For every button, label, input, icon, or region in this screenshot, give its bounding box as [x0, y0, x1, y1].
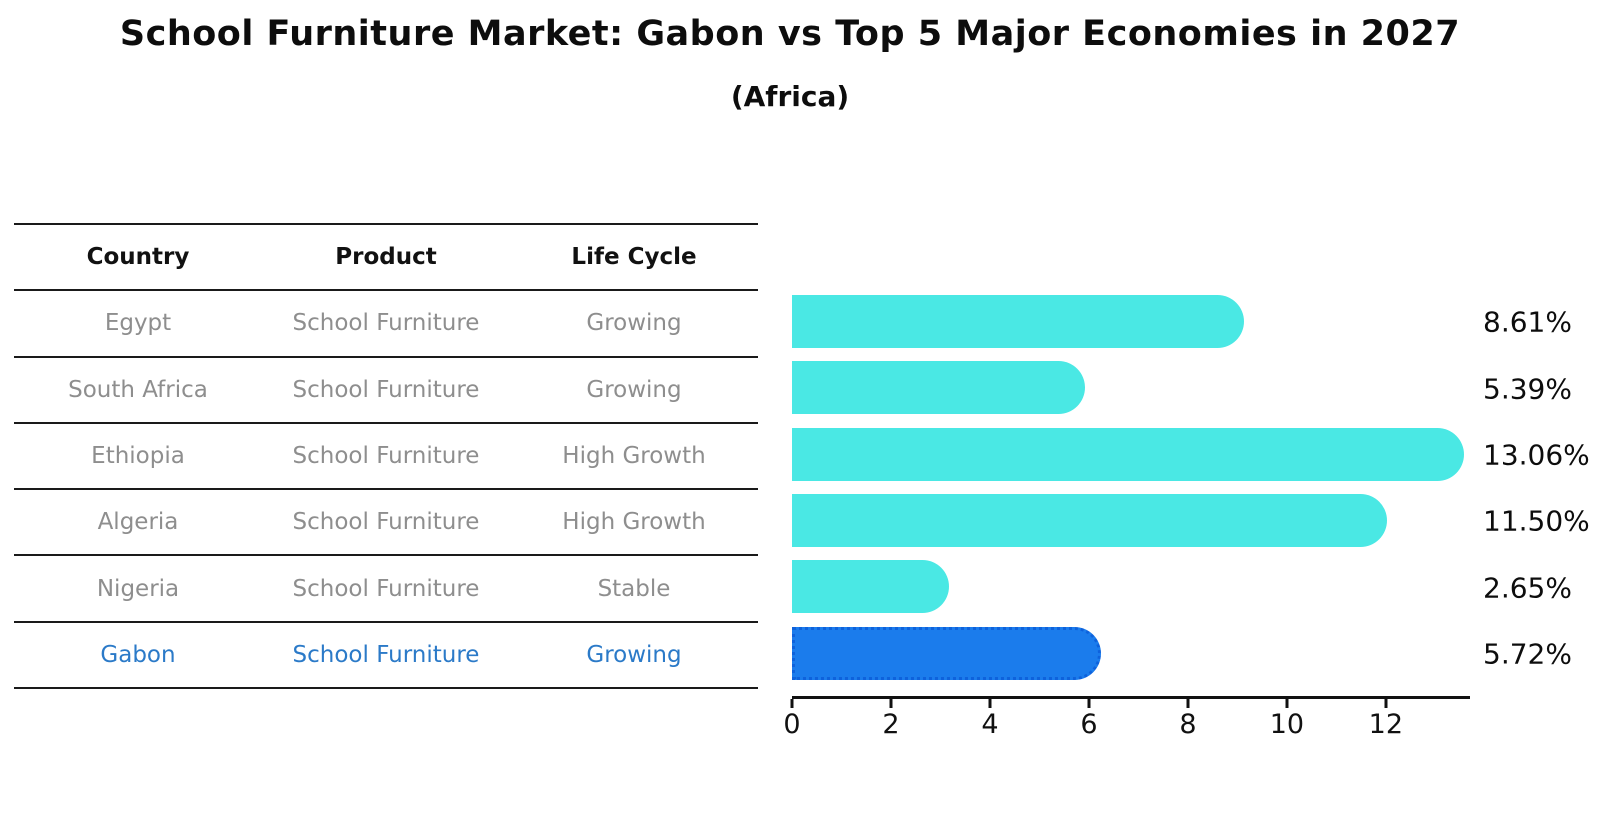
x-axis-tick-4: [988, 699, 992, 708]
x-axis-tick-6: [1087, 699, 1091, 708]
column-header-product: Product: [335, 244, 437, 271]
bar-egypt: [792, 295, 1245, 348]
cell-life-cycle: Growing: [586, 641, 682, 668]
table-row-algeria: Algeria School Furniture High Growth: [14, 490, 758, 557]
x-axis-tick-label-10: 10: [1269, 709, 1305, 740]
x-axis-tick-8: [1186, 699, 1190, 708]
column-header-country: Country: [86, 244, 190, 271]
cell-country: Algeria: [97, 509, 179, 536]
bar-row-south-africa: [792, 355, 1470, 421]
highlighted-bar-gabon: [792, 626, 1102, 680]
bar-row-nigeria: [792, 554, 1470, 620]
cell-product: School Furniture: [292, 376, 480, 403]
cell-product: School Furniture: [292, 509, 480, 536]
table-row-nigeria: Nigeria School Furniture Stable: [14, 556, 758, 623]
x-axis-tick-label-4: 4: [981, 709, 999, 740]
x-axis-tick-label-2: 2: [882, 709, 900, 740]
cell-product: School Furniture: [292, 575, 480, 602]
page-subtitle: (Africa): [730, 80, 850, 113]
table-row-south-africa: South Africa School Furniture Growing: [14, 358, 758, 424]
cell-product: School Furniture: [292, 641, 480, 668]
bar-row-ethiopia: [792, 422, 1470, 488]
x-axis-tick-label-6: 6: [1080, 709, 1098, 740]
x-axis-tick-label-8: 8: [1179, 709, 1197, 740]
bar-row-algeria: [792, 488, 1470, 554]
x-axis-tick-10: [1285, 699, 1289, 708]
table-row-ethiopia: Ethiopia School Furniture High Growth: [14, 424, 758, 491]
cell-life-cycle: High Growth: [562, 442, 706, 469]
bar-nigeria: [792, 560, 950, 614]
bar-algeria: [792, 494, 1388, 547]
bar-row-gabon: [792, 621, 1470, 687]
table-row-gabon: Gabon School Furniture Growing: [14, 623, 758, 689]
x-axis-tick-label-0: 0: [783, 709, 801, 740]
bar-south-africa: [792, 361, 1085, 415]
bar-plot: [792, 289, 1470, 687]
bar-value-label-gabon: 5.72%: [1483, 637, 1572, 671]
cell-country: Egypt: [104, 310, 172, 337]
x-axis-tick-0: [790, 699, 794, 708]
x-axis-tick-2: [889, 699, 893, 708]
cell-country: Gabon: [100, 641, 176, 668]
table-row-egypt: Egypt School Furniture Growing: [14, 291, 758, 358]
x-axis: 0 2 4 6 8 10 12: [783, 696, 1470, 740]
cell-country: Ethiopia: [91, 442, 185, 469]
x-axis-tick-12: [1384, 699, 1388, 708]
cell-product: School Furniture: [292, 310, 480, 337]
column-header-life-cycle: Life Cycle: [571, 244, 697, 271]
bar-row-egypt: [792, 289, 1470, 355]
bar-ethiopia: [792, 427, 1465, 481]
cell-life-cycle: Stable: [597, 575, 671, 602]
cell-product: School Furniture: [292, 442, 480, 469]
cell-life-cycle: Growing: [586, 376, 682, 403]
table-header-row: Country Product Life Cycle: [14, 225, 758, 292]
bar-value-label-algeria: 11.50%: [1483, 504, 1590, 538]
cell-life-cycle: Growing: [586, 310, 682, 337]
bar-value-label-ethiopia: 13.06%: [1483, 438, 1590, 472]
x-axis-tick-label-12: 12: [1368, 709, 1404, 740]
bar-value-label-egypt: 8.61%: [1483, 305, 1572, 339]
cell-life-cycle: High Growth: [562, 509, 706, 536]
x-axis-line: [792, 696, 1470, 699]
country-info-table: Country Product Life Cycle Egypt School …: [14, 223, 758, 689]
bar-value-label-south-africa: 5.39%: [1483, 372, 1572, 405]
bar-value-label-nigeria: 2.65%: [1483, 571, 1572, 604]
cell-country: South Africa: [68, 376, 208, 403]
cell-country: Nigeria: [96, 575, 180, 602]
page-title: School Furniture Market: Gabon vs Top 5 …: [119, 14, 1461, 54]
